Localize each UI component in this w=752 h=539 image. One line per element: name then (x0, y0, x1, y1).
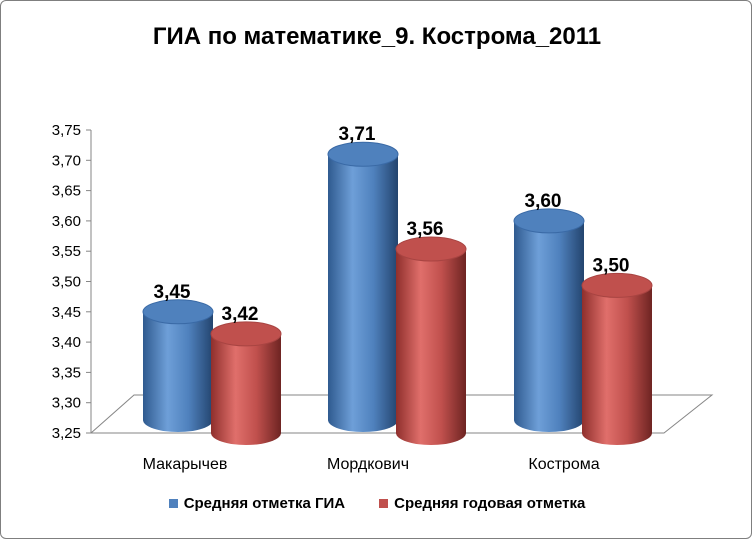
y-tick-label: 3,50 (52, 274, 81, 291)
y-tick-label: 3,45 (52, 304, 81, 321)
bar-annual-2: 3,50 (581, 255, 653, 445)
y-tick-label: 3,40 (52, 334, 81, 351)
bar-body (582, 285, 652, 445)
x-tick-label: Кострома (528, 456, 599, 473)
bar-top (210, 321, 282, 347)
legend-label-gia: Средняя отметка ГИА (183, 495, 346, 512)
x-tick-label: Макарычев (143, 456, 228, 473)
bar-top (142, 299, 214, 325)
legend-label-annual: Средняя годовая отметка (394, 495, 586, 512)
y-tick-label: 3,25 (52, 425, 81, 442)
legend-swatch-gia (168, 499, 178, 508)
data-label: 3,42 (222, 304, 259, 325)
y-tick-label: 3,65 (52, 183, 81, 200)
bar-gia-2: 3,60 (513, 191, 585, 432)
y-tick-label: 3,30 (52, 395, 81, 412)
bar-body (143, 311, 213, 432)
bar-top (513, 208, 585, 234)
bar-annual-0: 3,42 (210, 304, 282, 445)
data-label: 3,71 (339, 124, 376, 145)
bar-annual-1: 3,56 (395, 219, 467, 445)
data-label: 3,60 (525, 191, 562, 212)
bar-gia-1: 3,71 (327, 124, 399, 433)
data-label: 3,45 (154, 282, 191, 303)
y-tick-label: 3,70 (52, 152, 81, 169)
bar-body (328, 154, 398, 433)
legend: Средняя отметка ГИА Средняя годовая отме… (1, 495, 751, 512)
y-tick-label: 3,35 (52, 364, 81, 381)
bar-top (581, 272, 653, 298)
bar-top (327, 141, 399, 167)
data-label: 3,56 (407, 219, 444, 240)
bar-body (211, 333, 281, 445)
y-tick-label: 3,60 (52, 213, 81, 230)
data-label: 3,50 (593, 255, 630, 276)
bar-top (395, 236, 467, 262)
y-tick-label: 3,75 (52, 122, 81, 139)
y-tick-label: 3,55 (52, 243, 81, 260)
bar-body (514, 220, 584, 432)
bar-body (396, 249, 466, 445)
x-tick-label: Мордкович (327, 456, 409, 473)
legend-item-annual: Средняя годовая отметка (379, 495, 585, 512)
bar-gia-0: 3,45 (142, 282, 214, 432)
chart-title: ГИА по математике_9. Кострома_2011 (152, 23, 602, 50)
legend-item-gia: Средняя отметка ГИА (168, 495, 346, 512)
legend-swatch-annual (379, 499, 389, 508)
